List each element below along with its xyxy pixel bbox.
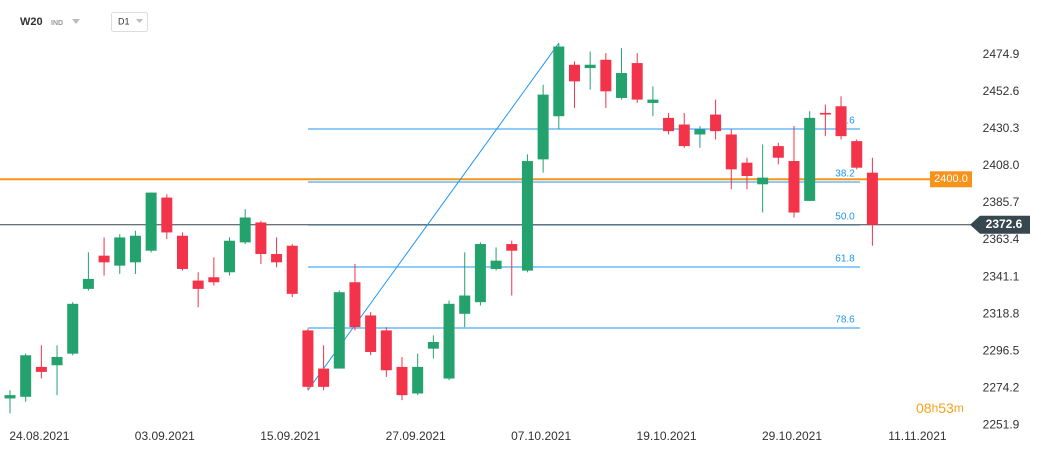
market: IND	[51, 20, 63, 27]
candle-body	[224, 240, 236, 273]
candle-body	[51, 356, 63, 366]
trendline	[307, 42, 560, 391]
candle-body	[82, 278, 94, 289]
candle-body	[114, 237, 126, 266]
price-tag-label: 2372.6	[986, 217, 1023, 231]
y-tick-label: 2430.3	[983, 121, 1020, 135]
candle-body	[4, 395, 16, 399]
candle-body	[757, 177, 769, 185]
price-tag	[970, 215, 1030, 234]
candle-body	[851, 141, 863, 168]
y-tick-label: 2408.0	[983, 158, 1020, 172]
countdown-minutes-unit: m	[954, 401, 964, 415]
candle-body	[459, 295, 471, 314]
candle-body	[365, 315, 377, 352]
dropdown-arrow[interactable]	[72, 19, 80, 24]
candle-body	[412, 366, 424, 394]
candle-body	[349, 282, 361, 328]
candle-body	[67, 303, 79, 354]
fib-label: 78.6	[835, 315, 855, 326]
y-tick-label: 2385.7	[983, 195, 1020, 209]
x-tick-label: 29.10.2021	[762, 429, 822, 443]
candle-body	[631, 63, 643, 100]
candle-body	[192, 280, 204, 289]
y-tick-label: 2474.9	[983, 47, 1020, 61]
x-tick-label: 24.08.2021	[9, 429, 69, 443]
symbol: W20	[20, 16, 43, 28]
x-tick-label: 03.09.2021	[135, 429, 195, 443]
timeframe[interactable]: D1	[118, 16, 130, 26]
y-tick-label: 2363.4	[983, 232, 1020, 246]
y-tick-label: 2341.1	[983, 269, 1020, 283]
candle-body	[318, 368, 330, 387]
candle-body	[490, 260, 502, 269]
candle-body	[380, 330, 392, 371]
candle-body	[255, 222, 267, 255]
candle-body	[600, 59, 612, 92]
fib-label: 38.2	[835, 169, 855, 180]
candle-body	[866, 172, 878, 225]
candle-body	[396, 366, 408, 396]
candle-body	[239, 217, 251, 243]
candle-body	[427, 342, 439, 349]
fib-label: 61.8	[835, 254, 855, 265]
candle-body	[694, 129, 706, 135]
y-tick-label: 2274.2	[983, 380, 1020, 394]
candle-body	[819, 112, 831, 115]
x-tick-label: 19.10.2021	[637, 429, 697, 443]
candle-body	[506, 244, 518, 251]
candle-body	[20, 355, 32, 397]
candle-body	[98, 255, 110, 263]
candle-body	[286, 245, 298, 294]
candle-body	[176, 235, 188, 269]
hline-tag	[930, 171, 972, 188]
x-tick-label: 07.10.2021	[511, 429, 571, 443]
candle-body	[271, 254, 283, 263]
candle-body	[616, 73, 628, 98]
candle-body	[772, 146, 784, 158]
candle-body	[788, 161, 800, 213]
x-tick-label: 15.09.2021	[260, 429, 320, 443]
timeframe-arrow	[136, 19, 143, 23]
candle-body	[741, 162, 753, 176]
candle-body	[208, 277, 220, 283]
candle-body	[521, 161, 533, 271]
candle-body	[302, 330, 314, 387]
candle-body	[145, 192, 157, 251]
countdown: 08h53m	[916, 400, 964, 416]
countdown-hours: 08	[916, 400, 932, 416]
candle-body	[568, 64, 580, 82]
y-tick-label: 2296.5	[983, 343, 1020, 357]
hline-tag-label: 2400.0	[934, 173, 968, 185]
countdown-minutes: 53	[938, 400, 954, 416]
candle-body	[537, 94, 549, 160]
timeframe-box[interactable]	[111, 12, 148, 32]
candle-body	[584, 64, 596, 69]
candle-body	[443, 303, 455, 379]
candle-body	[725, 134, 737, 170]
y-tick-label: 2251.9	[983, 417, 1020, 431]
candle-body	[835, 106, 847, 137]
candle-body	[553, 46, 565, 117]
candle-body	[35, 366, 47, 372]
candle-body	[161, 197, 173, 233]
candle-body	[474, 244, 486, 303]
candle-body	[647, 99, 659, 103]
countdown-hours-unit: h	[932, 401, 939, 415]
fib-label: 50.0	[835, 212, 855, 223]
candle-body	[804, 117, 816, 201]
y-tick-label: 2452.6	[983, 84, 1020, 98]
y-tick-label: 2318.8	[983, 306, 1020, 320]
candle-body	[129, 235, 141, 263]
x-tick-label: 27.09.2021	[386, 429, 446, 443]
candle-body	[678, 124, 690, 147]
candle-body	[710, 114, 722, 132]
candle-body	[333, 292, 345, 369]
candle-body	[663, 117, 675, 132]
x-tick-label: 11.11.2021	[888, 429, 947, 443]
